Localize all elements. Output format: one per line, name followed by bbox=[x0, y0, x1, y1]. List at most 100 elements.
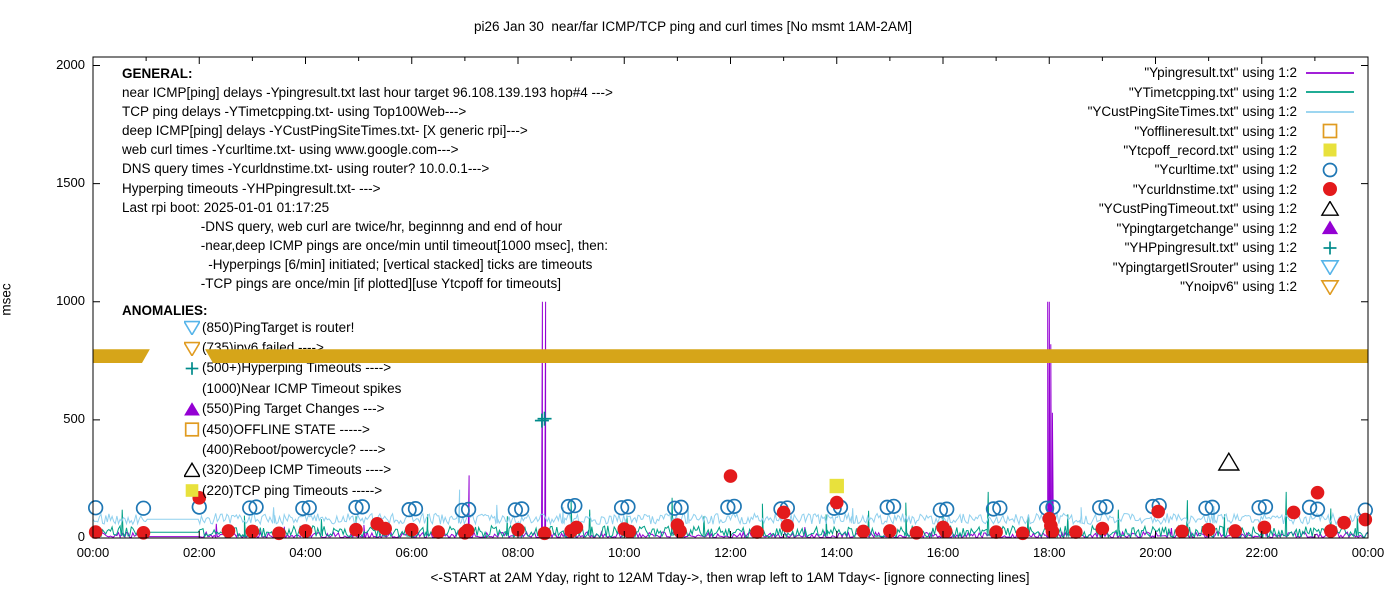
anomaly-text: (220)TCP ping Timeouts -----> bbox=[202, 482, 383, 498]
series-points-YHPpingresult bbox=[534, 411, 552, 428]
x-tick-label: 16:00 bbox=[926, 545, 960, 560]
triangle-open-icon bbox=[184, 461, 200, 478]
anomaly-text: (500+)Hyperping Timeouts ----> bbox=[202, 360, 392, 376]
anomalies-heading: ANOMALIES: bbox=[122, 303, 208, 318]
circle-open-icon bbox=[1322, 162, 1338, 178]
triangle-open-icon bbox=[1320, 200, 1340, 216]
legend-entry: "Ycurldnstime.txt" using 1:2 bbox=[836, 180, 1356, 199]
legend-entry: "YCustPingSiteTimes.txt" using 1:2 bbox=[836, 102, 1356, 121]
anomaly-text: (450)OFFLINE STATE -----> bbox=[202, 421, 370, 437]
noipv6-band-segment bbox=[205, 349, 1368, 364]
legend-label: "Ycurltime.txt" using 1:2 bbox=[1154, 162, 1297, 178]
legend-entry: "Ycurltime.txt" using 1:2 bbox=[836, 160, 1356, 179]
legend-entry: "YpingtargetISrouter" using 1:2 bbox=[836, 257, 1356, 276]
anomaly-item: (220)TCP ping Timeouts -----> bbox=[184, 480, 401, 500]
triangle-down-open-icon bbox=[184, 320, 200, 336]
triangle-down-open-icon bbox=[1320, 279, 1340, 295]
x-tick-label: 00:00 bbox=[76, 545, 110, 560]
legend-label: "Ycurldnstime.txt" using 1:2 bbox=[1132, 181, 1297, 197]
series-line-YCustPingSiteTimes bbox=[92, 489, 1369, 527]
y-tick-label: 1000 bbox=[56, 292, 85, 308]
plus-icon bbox=[185, 362, 199, 375]
y-tick-label: 2000 bbox=[56, 56, 85, 72]
x-tick-label: 02:00 bbox=[182, 545, 216, 560]
general-line: web curl times -Ycurltime.txt- using www… bbox=[122, 142, 459, 158]
legend-entry: "YCustPingTimeout.txt" using 1:2 bbox=[836, 199, 1356, 218]
line-icon bbox=[1306, 71, 1354, 74]
general-line: TCP ping delays -YTimetcpping.txt- using… bbox=[122, 104, 467, 120]
anomalies-list: (850)PingTarget is router! (735)ipv6 fail… bbox=[184, 317, 401, 501]
x-tick-label: 08:00 bbox=[501, 545, 535, 560]
square-open-icon bbox=[184, 422, 200, 437]
general-annotation-block: GENERAL: near ICMP[ping] delays -Ypingre… bbox=[122, 64, 613, 293]
series-points-YCustPingTimeout bbox=[1217, 451, 1241, 471]
legend-entry: "Ypingresult.txt" using 1:2 bbox=[836, 63, 1356, 82]
anomaly-item: (450)OFFLINE STATE -----> bbox=[184, 419, 401, 439]
legend-entry: "Ynoipv6" using 1:2 bbox=[836, 277, 1356, 296]
anomaly-text: (1000)Near ICMP Timeout spikes bbox=[202, 380, 402, 396]
x-tick-label: 10:00 bbox=[607, 545, 641, 560]
square-filled-icon bbox=[185, 484, 199, 498]
general-line: Hyperping timeouts -YHPpingresult.txt- -… bbox=[122, 180, 381, 196]
x-tick-label: 06:00 bbox=[395, 545, 429, 560]
anomaly-item: (500+)Hyperping Timeouts ----> bbox=[184, 358, 401, 378]
general-line: -TCP pings are once/min [if plotted][use… bbox=[122, 276, 561, 292]
x-tick-label: 20:00 bbox=[1139, 545, 1172, 560]
triangle-filled-icon bbox=[184, 402, 200, 416]
noipv6-band-segment bbox=[93, 349, 150, 363]
anomaly-item: (320)Deep ICMP Timeouts ----> bbox=[184, 460, 401, 480]
x-tick-label: 04:00 bbox=[289, 545, 322, 560]
line-icon bbox=[1306, 91, 1354, 94]
legend-label: "Ypingresult.txt" using 1:2 bbox=[1144, 65, 1297, 81]
square-open-icon bbox=[1322, 123, 1338, 139]
line-icon bbox=[1306, 110, 1354, 113]
legend-label: "Yofflineresult.txt" using 1:2 bbox=[1134, 123, 1297, 139]
x-axis-label: <-START at 2AM Yday, right to 12AM Tday-… bbox=[430, 570, 1030, 585]
general-line: -near,deep ICMP pings are once/min until… bbox=[122, 237, 608, 253]
general-line: -Hyperpings [6/min] initiated; [vertical… bbox=[122, 256, 593, 272]
x-tick-label: 22:00 bbox=[1245, 545, 1279, 560]
y-tick-label: 0 bbox=[77, 529, 85, 544]
x-tick-label: 00:00 bbox=[1351, 545, 1385, 560]
general-line: deep ICMP[ping] delays -YCustPingSiteTim… bbox=[122, 123, 528, 139]
anomaly-item: (1000)Near ICMP Timeout spikes bbox=[184, 378, 401, 398]
legend-label: "Ynoipv6" using 1:2 bbox=[1180, 279, 1297, 295]
legend-label: "YCustPingSiteTimes.txt" using 1:2 bbox=[1087, 104, 1297, 120]
circle-filled-icon bbox=[1323, 182, 1337, 197]
legend-label: "Ytcpoff_record.txt" using 1:2 bbox=[1123, 142, 1297, 158]
anomaly-text: (850)PingTarget is router! bbox=[202, 319, 355, 335]
legend-label: "YTimetcpping.txt" using 1:2 bbox=[1128, 84, 1297, 100]
general-line: DNS query times -Ycurldnstime.txt- using… bbox=[122, 161, 490, 177]
series-line-YTimetcpping bbox=[92, 491, 1369, 539]
general-line: Last rpi boot: 2025-01-01 01:17:25 bbox=[122, 199, 330, 215]
legend-label: "YHPpingresult.txt" using 1:2 bbox=[1124, 240, 1297, 256]
x-tick-label: 18:00 bbox=[1032, 545, 1066, 560]
x-tick-label: 14:00 bbox=[820, 545, 854, 560]
series-points-Ycurldnstime bbox=[88, 469, 1373, 541]
legend-entry: "Ypingtargetchange" using 1:2 bbox=[836, 219, 1356, 238]
legend: "Ypingresult.txt" using 1:2 "YTimetcpping… bbox=[836, 63, 1356, 296]
anomaly-item: (550)Ping Target Changes ---> bbox=[184, 399, 401, 419]
general-line: -DNS query, web curl are twice/hr, begin… bbox=[122, 218, 563, 234]
general-line: near ICMP[ping] delays -Ypingresult.txt … bbox=[122, 85, 613, 101]
triangle-down-open-icon bbox=[184, 341, 200, 356]
general-heading: GENERAL: bbox=[122, 66, 193, 81]
legend-label: "YpingtargetISrouter" using 1:2 bbox=[1112, 259, 1297, 275]
anomaly-text: (550)Ping Target Changes ---> bbox=[202, 401, 385, 417]
x-tick-label: 12:00 bbox=[714, 545, 747, 560]
anomaly-item: (400)Reboot/powercycle? ----> bbox=[184, 439, 401, 459]
legend-label: "YCustPingTimeout.txt" using 1:2 bbox=[1098, 201, 1297, 217]
chart-title: pi26 Jan 30 near/far ICMP/TCP ping and c… bbox=[474, 19, 912, 34]
anomaly-item: (850)PingTarget is router! bbox=[184, 317, 401, 337]
legend-label: "Ypingtargetchange" using 1:2 bbox=[1116, 220, 1297, 236]
y-tick-label: 1500 bbox=[56, 174, 85, 190]
y-tick-label: 500 bbox=[63, 410, 85, 426]
plus-icon bbox=[1323, 241, 1337, 255]
series-points-Ytcpoff_record bbox=[829, 478, 844, 494]
legend-entry: "YTimetcpping.txt" using 1:2 bbox=[836, 82, 1356, 101]
anomaly-text: (320)Deep ICMP Timeouts ----> bbox=[202, 462, 392, 478]
legend-entry: "YHPpingresult.txt" using 1:2 bbox=[836, 238, 1356, 257]
triangle-filled-icon bbox=[1321, 220, 1339, 235]
